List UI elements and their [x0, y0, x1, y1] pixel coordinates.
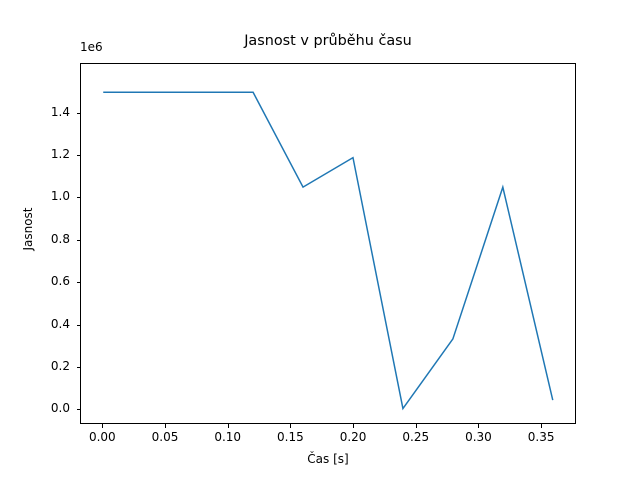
y-tick-label: 1.0	[50, 189, 70, 204]
x-tick-mark	[227, 424, 229, 428]
y-tick-label: 1.4	[50, 104, 70, 119]
x-tick-mark	[165, 424, 166, 428]
x-tick-label: 0.15	[277, 430, 304, 444]
x-tick-label: 0.20	[339, 430, 367, 444]
y-tick-mark	[76, 112, 80, 114]
y-tick-label: 1.2	[50, 147, 70, 162]
y-axis-offset-text: 1e6	[80, 40, 103, 54]
x-tick-label: 0.25	[402, 430, 430, 444]
y-tick-label: 0.6	[50, 274, 70, 289]
y-tick-label: 0.4	[50, 316, 70, 331]
plot-area	[80, 63, 576, 424]
y-tick-label: 0.8	[50, 231, 70, 246]
y-tick-mark	[76, 409, 80, 411]
x-tick-mark	[541, 424, 543, 428]
y-tick-mark	[76, 155, 80, 157]
x-tick-mark	[353, 424, 355, 428]
x-tick-mark	[102, 424, 104, 428]
x-tick-label: 0.05	[151, 430, 179, 444]
x-tick-label: 0.35	[527, 430, 555, 444]
y-tick-mark	[76, 282, 80, 284]
x-tick-label: 0.00	[88, 430, 116, 444]
data-line-svg	[103, 91, 554, 411]
y-tick-mark	[76, 197, 80, 199]
y-tick-label: 0.2	[50, 359, 70, 374]
x-tick-mark	[290, 424, 292, 428]
x-tick-label: 0.10	[214, 430, 242, 444]
y-tick-mark	[76, 239, 80, 241]
x-tick-label: 0.30	[465, 430, 492, 444]
y-tick-mark	[76, 367, 80, 369]
chart-title: Jasnost v průběhu času	[244, 33, 412, 49]
x-tick-mark	[415, 424, 417, 428]
brightness-series-line	[103, 91, 554, 411]
x-tick-mark	[478, 424, 480, 428]
x-axis-label: Čas [s]	[307, 452, 349, 466]
y-tick-label: 0.0	[50, 401, 70, 416]
y-tick-mark	[76, 324, 80, 326]
